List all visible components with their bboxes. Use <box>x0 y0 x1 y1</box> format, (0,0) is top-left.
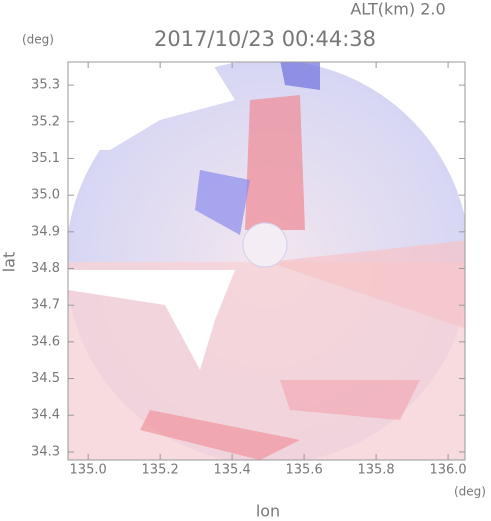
radar-patch <box>280 62 320 90</box>
y-unit: (deg) <box>22 33 54 47</box>
plot-frame <box>67 61 466 461</box>
y-tick-label: 34.5 <box>31 371 60 386</box>
y-tick-label: 35.0 <box>31 188 60 203</box>
x-tick-label: 135.8 <box>357 463 394 478</box>
radar-patch <box>268 240 465 329</box>
y-tick-label: 35.1 <box>31 151 60 166</box>
radar-patch <box>280 380 420 420</box>
x-unit: (deg) <box>454 485 486 499</box>
radar-patch <box>195 170 250 235</box>
radar-patch <box>140 410 300 460</box>
x-tick-label: 135.6 <box>286 463 323 478</box>
x-axis-label: lon <box>256 502 280 521</box>
y-tick-label: 35.3 <box>31 78 60 93</box>
altitude-label: ALT(km) 2.0 <box>350 0 445 19</box>
x-tick-label: 135.0 <box>70 463 107 478</box>
radar-gap <box>68 62 235 150</box>
radar-gap <box>68 270 235 370</box>
y-tick-label: 34.4 <box>31 408 60 423</box>
y-tick-label: 34.9 <box>31 224 60 239</box>
x-tick-label: 135.2 <box>142 463 179 478</box>
radar-streak <box>245 95 305 230</box>
y-tick-label: 34.6 <box>31 334 60 349</box>
x-tick-label: 136.0 <box>429 463 466 478</box>
y-axis-label: lat <box>0 252 19 273</box>
chart-title: 2017/10/23 00:44:38 <box>154 27 376 51</box>
y-tick-label: 34.8 <box>31 261 60 276</box>
radar-center <box>242 222 288 268</box>
y-tick-label: 34.7 <box>31 298 60 313</box>
x-tick-label: 135.4 <box>214 463 251 478</box>
radar-image <box>68 62 465 460</box>
y-tick-label: 34.3 <box>31 444 60 459</box>
y-tick-label: 35.2 <box>31 114 60 129</box>
